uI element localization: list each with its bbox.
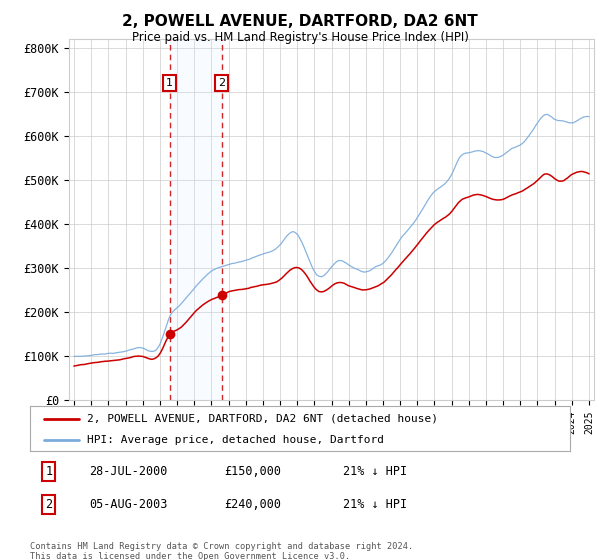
Text: 21% ↓ HPI: 21% ↓ HPI [343, 498, 407, 511]
Text: 2, POWELL AVENUE, DARTFORD, DA2 6NT (detached house): 2, POWELL AVENUE, DARTFORD, DA2 6NT (det… [86, 413, 438, 423]
Text: 21% ↓ HPI: 21% ↓ HPI [343, 465, 407, 478]
Text: Price paid vs. HM Land Registry's House Price Index (HPI): Price paid vs. HM Land Registry's House … [131, 31, 469, 44]
Text: 2: 2 [46, 498, 52, 511]
Text: 28-JUL-2000: 28-JUL-2000 [89, 465, 168, 478]
Bar [170, 39, 221, 400]
Text: £240,000: £240,000 [224, 498, 281, 511]
Text: Contains HM Land Registry data © Crown copyright and database right 2024.
This d: Contains HM Land Registry data © Crown c… [30, 542, 413, 560]
Text: 2: 2 [218, 78, 225, 88]
Text: 2, POWELL AVENUE, DARTFORD, DA2 6NT: 2, POWELL AVENUE, DARTFORD, DA2 6NT [122, 14, 478, 29]
Text: HPI: Average price, detached house, Dartford: HPI: Average price, detached house, Dart… [86, 435, 384, 445]
Text: £150,000: £150,000 [224, 465, 281, 478]
Text: 05-AUG-2003: 05-AUG-2003 [89, 498, 168, 511]
Text: 1: 1 [166, 78, 173, 88]
Text: 1: 1 [46, 465, 52, 478]
